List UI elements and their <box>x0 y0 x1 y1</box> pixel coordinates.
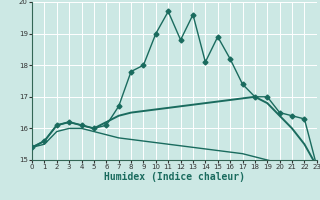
X-axis label: Humidex (Indice chaleur): Humidex (Indice chaleur) <box>104 172 245 182</box>
